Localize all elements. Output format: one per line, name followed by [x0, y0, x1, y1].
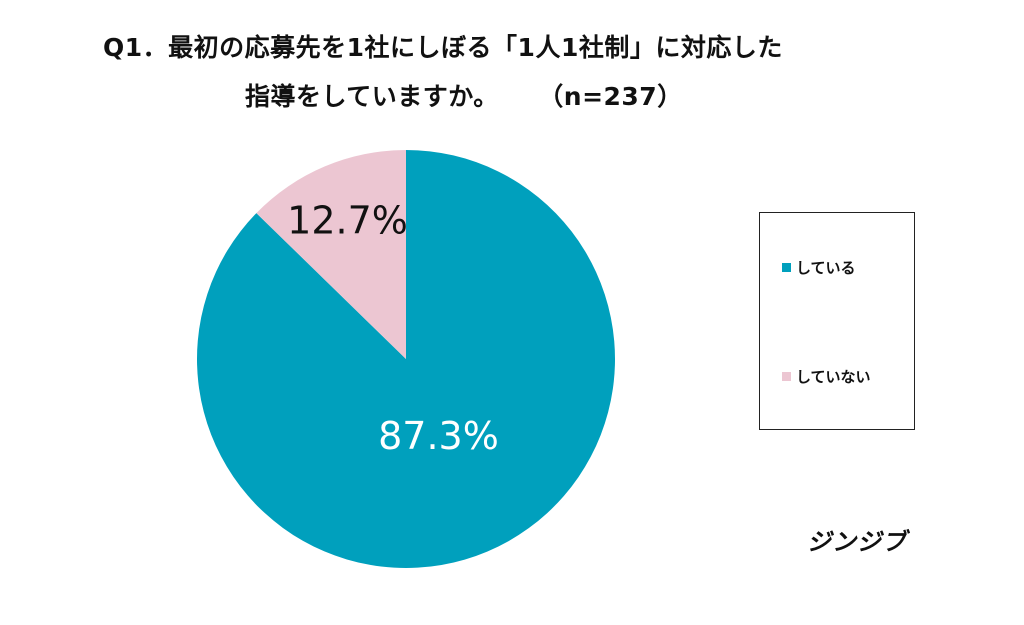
brand-logo: ジンジブ	[807, 522, 907, 557]
chart-title-text-1: Q1．最初の応募先を1社にしぼる「1人1社制」に対応した	[103, 33, 783, 62]
legend-item-shiteinai: していない	[782, 366, 871, 387]
chart-title-line-1: Q1．最初の応募先を1社にしぼる「1人1社制」に対応した	[103, 28, 783, 64]
legend-swatch-shiteiru	[782, 263, 791, 272]
chart-legend: している していない	[759, 212, 915, 430]
pie-slice-label-shiteinai: 12.7%	[287, 198, 408, 242]
pie-slice-shiteinai	[256, 150, 406, 359]
pie-slices	[196, 150, 616, 568]
pie-slice-labels: 87.3% 12.7%	[287, 198, 499, 458]
sample-size-label: （n=237）	[550, 82, 683, 111]
legend-swatch-shiteinai	[782, 372, 791, 381]
legend-label-shiteinai: していない	[796, 368, 871, 386]
brand-logo-text: ジンジブ	[807, 528, 907, 556]
chart-title-text-2: 指導をしていますか。	[245, 82, 499, 111]
chart-title-line-2: 指導をしていますか。 （n=237）	[245, 77, 683, 113]
legend-label-shiteiru: している	[796, 259, 856, 277]
pie-slice-label-shiteiru: 87.3%	[378, 414, 499, 458]
legend-item-shiteiru: している	[782, 257, 856, 278]
